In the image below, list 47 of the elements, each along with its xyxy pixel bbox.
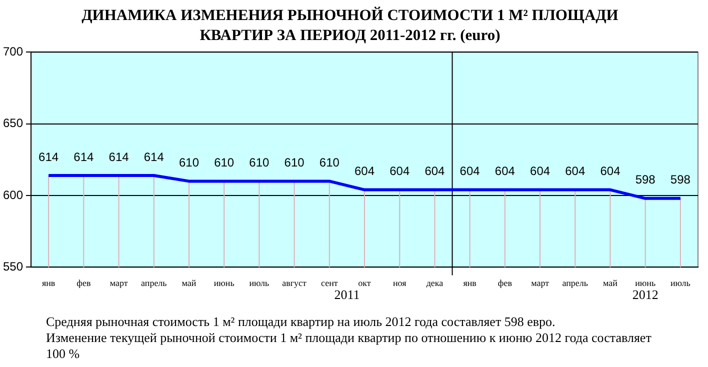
x-tick-label: янв	[42, 278, 56, 288]
data-label: 610	[319, 156, 340, 170]
x-tick-label: май	[603, 278, 618, 288]
chart-title: ДИНАМИКА ИЗМЕНЕНИЯ РЫНОЧНОЙ СТОИМОСТИ 1 М² ПЛОЩАДИ КВАРТИР ЗА ПЕРИОД 2011-2012 гг. (euro)	[80, 6, 620, 46]
text: Средняя рыночная стоимость 1 м² площади квартир на июль 2012 года составляет 598 евро.	[46, 314, 556, 330]
x-tick-label: сент	[320, 278, 338, 288]
x-tick-label: окт	[358, 278, 371, 288]
data-label: 610	[284, 156, 305, 170]
data-label: 604	[565, 164, 586, 178]
x-tick-label: дека	[426, 278, 444, 288]
x-tick-label: апрель	[562, 278, 588, 288]
data-label: 604	[460, 164, 480, 178]
data-label: 604	[494, 164, 516, 178]
x-tick-label: июнь	[635, 278, 656, 288]
x-tick-label: янв	[463, 278, 476, 288]
x-tick-label: август	[282, 278, 307, 288]
x-tick-label: май	[182, 278, 196, 288]
x-tick-label: ноя	[392, 278, 406, 288]
x-tick-label: фев	[76, 278, 91, 288]
y-tick-label: 550	[2, 260, 24, 274]
data-label: 604	[530, 164, 550, 178]
data-label: 614	[74, 150, 94, 164]
data-label: 604	[354, 164, 375, 178]
data-label: 614	[144, 150, 164, 164]
y-tick-label: 600	[2, 188, 24, 202]
x-tick-label: июль	[670, 278, 690, 288]
x-tick-label: март	[531, 278, 550, 288]
data-label: 598	[635, 172, 656, 187]
data-label: 604	[424, 164, 446, 178]
data-label: 604	[390, 164, 410, 178]
x-tick-label: март	[110, 278, 128, 288]
data-label: 610	[249, 156, 270, 170]
y-tick-label: 700	[2, 44, 24, 59]
text: 2012	[632, 287, 658, 302]
data-label: 614	[38, 150, 59, 164]
text: 2011	[334, 287, 360, 302]
x-tick-label: фев	[498, 278, 512, 288]
data-label: 614	[108, 150, 130, 164]
data-label: 610	[214, 156, 234, 170]
x-tick-label: апрель	[140, 278, 167, 288]
data-label: 598	[670, 172, 691, 187]
text: Изменение текущей рыночной стоимости 1 м² площади квартир по отношению к июню 2012 года составляет 100 %	[46, 330, 652, 362]
data-label: 604	[600, 164, 621, 178]
x-tick-label: июль	[249, 278, 270, 288]
x-tick-label: июнь	[214, 278, 234, 288]
y-tick-label: 650	[2, 116, 24, 130]
data-label: 610	[178, 156, 200, 170]
